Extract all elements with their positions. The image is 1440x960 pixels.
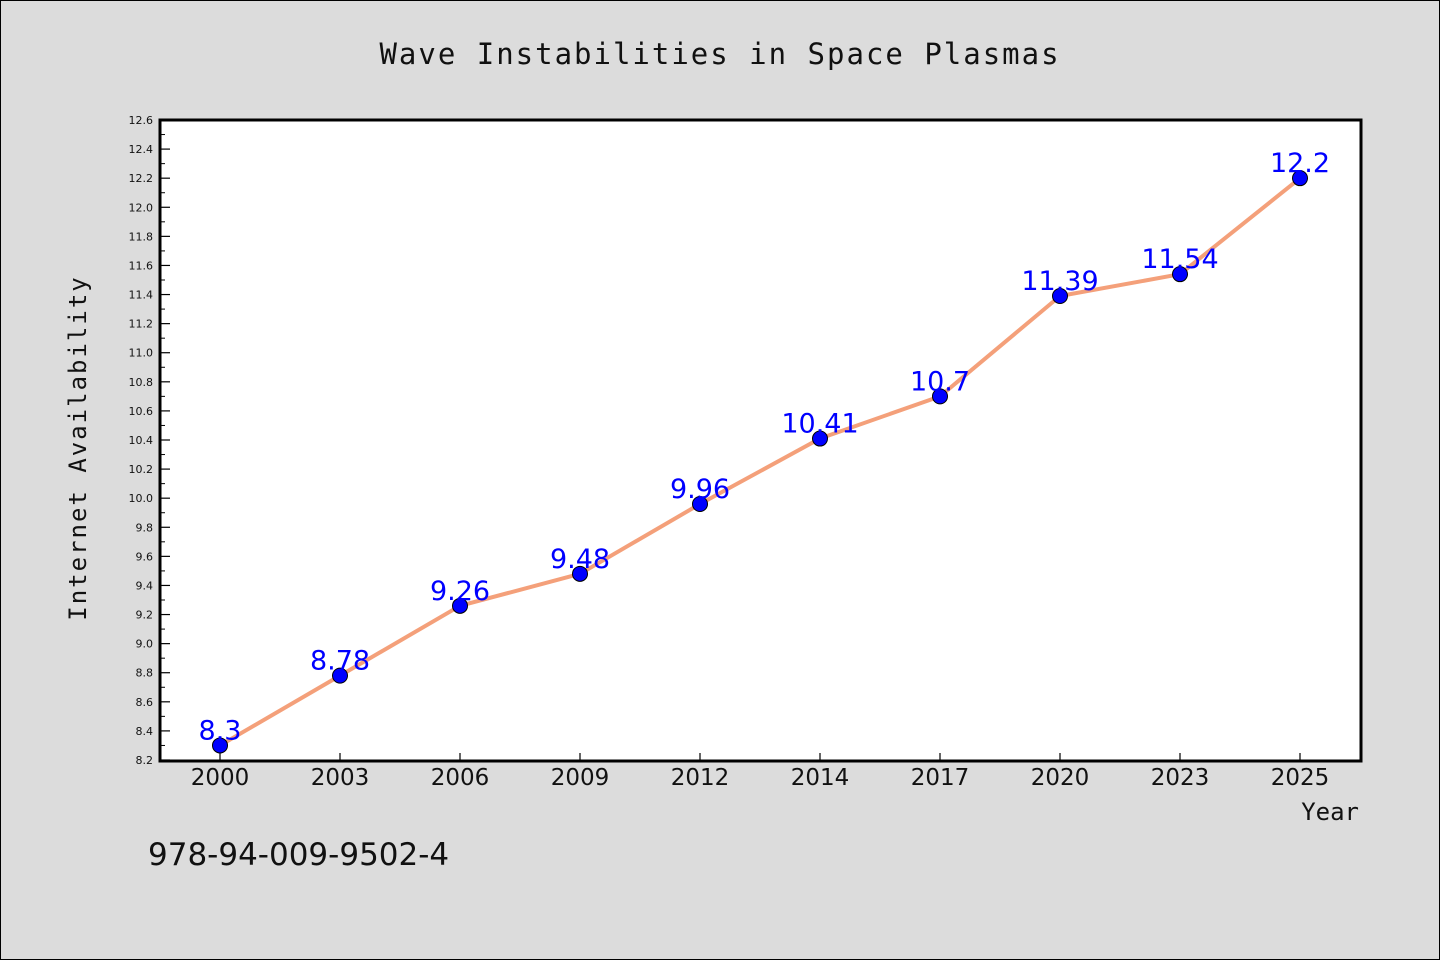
- x-tick-label: 2006: [431, 765, 490, 791]
- isbn-annotation: 978-94-009-9502-4: [148, 837, 449, 873]
- data-label: 10.7: [910, 366, 970, 397]
- y-tick-label: 11.0: [129, 347, 154, 360]
- x-tick-label: 2009: [551, 765, 610, 791]
- y-tick-label: 10.0: [129, 492, 154, 505]
- data-label: 8.78: [310, 646, 370, 677]
- x-axis: 2000 2003 2006 2009 2012 2014 2017 2020 2023 2025: [191, 753, 1330, 791]
- data-label: 12.2: [1270, 148, 1330, 179]
- y-tick-label: 12.6: [129, 114, 154, 127]
- data-point: [932, 388, 948, 405]
- x-tick-label: 2014: [791, 765, 850, 791]
- data-label: 10.41: [781, 409, 858, 440]
- data-label: 11.39: [1021, 266, 1098, 297]
- x-tick-label: 2025: [1271, 765, 1330, 791]
- x-tick-label: 2017: [911, 765, 970, 791]
- y-axis-label: Internet Availability: [64, 275, 92, 620]
- y-tick-label: 12.2: [129, 172, 154, 185]
- y-tick-label: 11.8: [129, 230, 154, 243]
- data-point: [572, 565, 588, 582]
- x-tick-label: 2000: [191, 765, 250, 791]
- y-tick-label: 10.6: [129, 405, 154, 418]
- y-tick-label: 11.2: [129, 318, 154, 331]
- data-point: [212, 737, 228, 754]
- x-tick-label: 2023: [1151, 765, 1210, 791]
- chart-title: Wave Instabilities in Space Plasmas: [379, 37, 1060, 71]
- y-tick-label: 10.8: [129, 376, 154, 389]
- y-tick-label: 10.4: [129, 434, 154, 447]
- data-label: 9.96: [670, 474, 730, 505]
- y-tick-label: 9.2: [136, 609, 154, 622]
- data-point: [452, 597, 468, 614]
- data-label: 8.3: [199, 715, 242, 746]
- y-tick-label: 8.6: [136, 696, 154, 709]
- y-tick-label: 8.2: [136, 754, 154, 767]
- data-label: 11.54: [1141, 244, 1218, 275]
- y-tick-label: 9.4: [136, 579, 154, 592]
- data-point: [1172, 266, 1188, 283]
- y-tick-label: 9.8: [136, 521, 154, 534]
- data-point: [812, 430, 828, 447]
- x-tick-label: 2012: [671, 765, 730, 791]
- data-point: [332, 667, 348, 684]
- x-tick-label: 2020: [1031, 765, 1090, 791]
- plot-area: [158, 118, 1363, 763]
- y-tick-label: 9.6: [136, 550, 154, 563]
- data-point: [1052, 288, 1068, 304]
- y-axis: 8.2 8.4 8.6 8.8 9.0 9.2 9.4 9.6 9.8 10.0 10.2 10.4 1…: [129, 114, 170, 767]
- series-line: [218, 176, 1302, 748]
- data-point: [692, 496, 708, 512]
- data-label: 9.48: [550, 544, 610, 575]
- y-tick-label: 10.2: [129, 463, 154, 476]
- x-axis-label: Year: [1301, 798, 1359, 826]
- y-tick-label: 8.8: [136, 667, 154, 680]
- y-tick-label: 12.0: [129, 201, 154, 214]
- data-label: 9.26: [430, 576, 490, 607]
- x-tick-label: 2003: [311, 765, 370, 791]
- y-tick-label: 9.0: [136, 638, 154, 651]
- series-line-group: 8.3 8.78 9.26 9.48 9.96 10.41 10.7 11.39 11.54 12…: [199, 148, 1330, 754]
- y-tick-label: 11.4: [129, 289, 154, 302]
- y-tick-label: 8.4: [136, 725, 154, 738]
- y-tick-label: 11.6: [129, 259, 154, 272]
- data-point: [1292, 170, 1308, 187]
- y-tick-label: 12.4: [129, 143, 154, 156]
